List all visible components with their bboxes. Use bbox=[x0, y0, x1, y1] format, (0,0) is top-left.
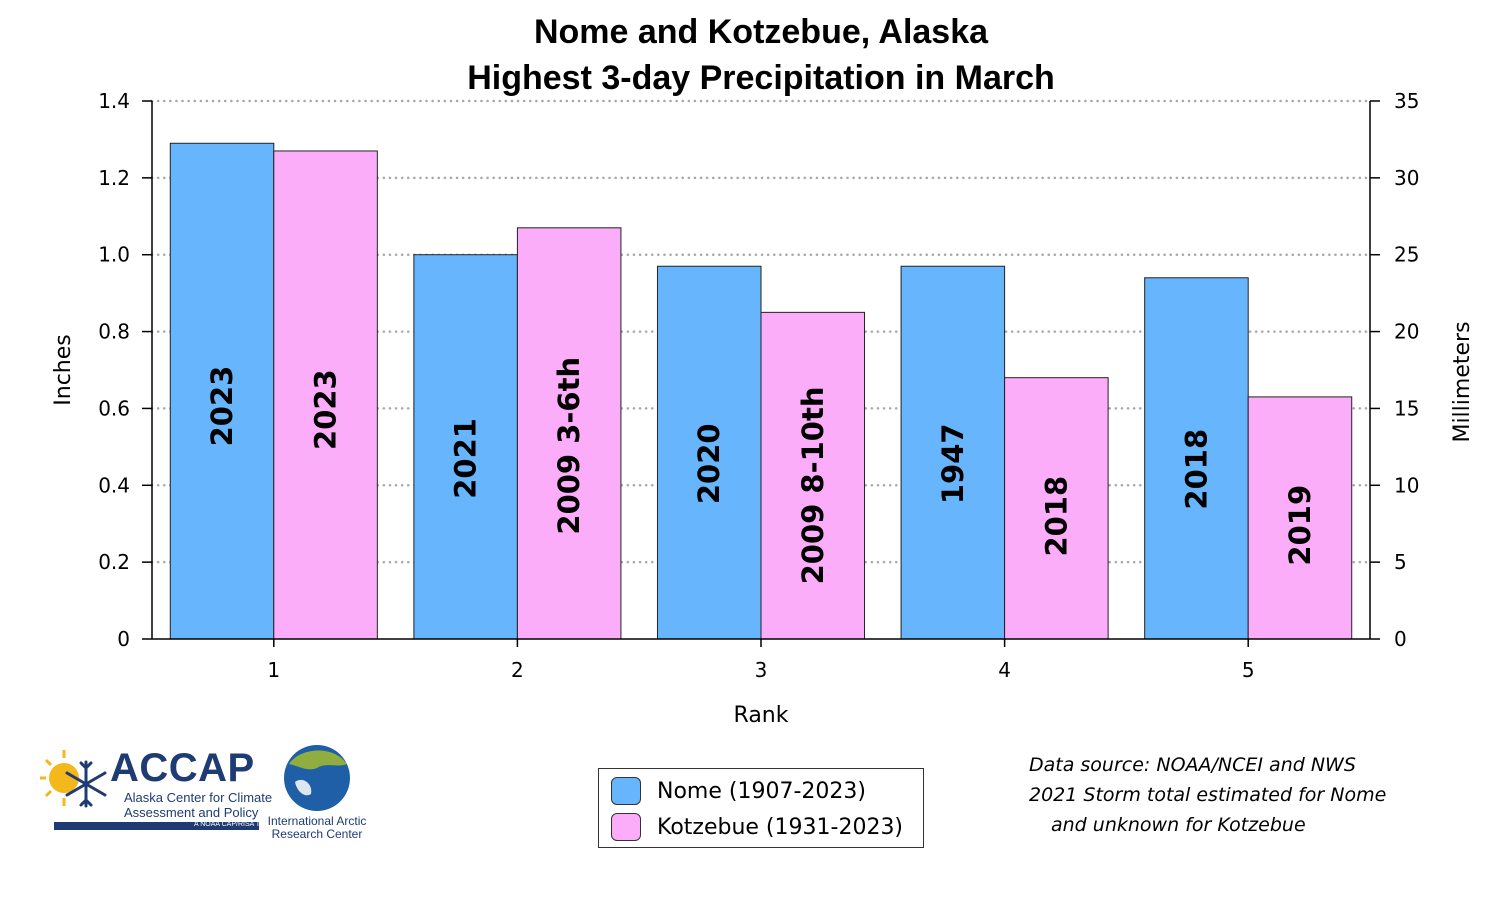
iarc-line-1: International Arctic bbox=[267, 814, 367, 828]
legend-swatch-kotzebue bbox=[611, 813, 641, 841]
y-tick-label-right: 25 bbox=[1394, 243, 1419, 267]
legend: Nome (1907-2023) Kotzebue (1931-2023) bbox=[598, 768, 924, 848]
chart-title-line-2: Highest 3-day Precipitation in March bbox=[467, 59, 1055, 97]
globe-icon bbox=[284, 745, 350, 811]
y-tick-label-left: 1.0 bbox=[98, 243, 130, 267]
y-axis-label-right: Millimeters bbox=[1450, 321, 1475, 442]
legend-item-nome: Nome (1907-2023) bbox=[611, 775, 866, 807]
y-tick-label-right: 20 bbox=[1394, 320, 1419, 344]
y-tick-label-right: 10 bbox=[1394, 473, 1419, 497]
bar-label-nome: 2020 bbox=[692, 423, 726, 504]
bar-nome bbox=[1144, 277, 1249, 640]
y-tick-label-right: 30 bbox=[1394, 166, 1419, 190]
sun-snowflake-icon bbox=[40, 750, 107, 808]
iarc-line-2: Research Center bbox=[271, 827, 363, 841]
bar-label-kotzebue: 2009 3-6th bbox=[552, 357, 586, 535]
accap-line-2: Assessment and Policy bbox=[124, 805, 259, 820]
x-tick-label: 5 bbox=[1242, 658, 1255, 682]
bar-labels: 2023 2023 2021 2009 3-6th 2020 2009 8-10th 194… bbox=[205, 357, 1317, 585]
tick-labels: 1 2 3 4 5 0 0.2 0.4 0.6 0.8 1.0 1.2 1.4 0 5 10 15 20 25 30 3… bbox=[98, 89, 1419, 682]
x-tick-label: 1 bbox=[267, 658, 280, 682]
y-tick-label-right: 0 bbox=[1394, 627, 1407, 651]
legend-label-kotzebue: Kotzebue (1931-2023) bbox=[657, 814, 904, 840]
bar-kotzebue bbox=[516, 227, 622, 640]
bar-kotzebue bbox=[760, 311, 866, 640]
bar-label-nome: 2023 bbox=[205, 366, 239, 447]
y-tick-label-right: 15 bbox=[1394, 396, 1419, 420]
y-tick-label-left: 1.4 bbox=[98, 89, 130, 113]
y-tick-label-left: 0.4 bbox=[98, 473, 130, 497]
storm-note-line-2: and unknown for Kotzebue bbox=[1051, 814, 1306, 836]
bar-label-nome: 2018 bbox=[1179, 429, 1213, 510]
bar-label-nome: 2021 bbox=[449, 418, 483, 499]
accap-logo: ACCAP Alaska Center for Climate Assessme… bbox=[38, 744, 273, 834]
accap-tagline: A NOAA CAP/RISA Team bbox=[194, 821, 273, 828]
y-tick-label-left: 0.8 bbox=[98, 320, 130, 344]
bar-label-kotzebue: 2018 bbox=[1039, 476, 1073, 557]
bar-label-kotzebue: 2019 bbox=[1283, 485, 1317, 566]
accap-line-1: Alaska Center for Climate bbox=[124, 790, 273, 805]
y-tick-label-left: 0.6 bbox=[98, 396, 130, 420]
legend-label-nome: Nome (1907-2023) bbox=[657, 778, 866, 804]
legend-item-kotzebue: Kotzebue (1931-2023) bbox=[611, 811, 903, 843]
iarc-logo: International Arctic Research Center bbox=[262, 742, 372, 842]
x-tick-label: 4 bbox=[998, 658, 1011, 682]
bars bbox=[169, 142, 1353, 640]
chart-title-line-1: Nome and Kotzebue, Alaska bbox=[534, 13, 989, 51]
bar-label-kotzebue: 2023 bbox=[309, 369, 343, 450]
x-tick-label: 2 bbox=[511, 658, 524, 682]
x-tick-label: 3 bbox=[755, 658, 768, 682]
storm-note-line-1: 2021 Storm total estimated for Nome bbox=[1029, 784, 1387, 806]
legend-swatch-nome bbox=[611, 777, 641, 805]
y-axis-label-left: Inches bbox=[51, 334, 76, 405]
bar-kotzebue bbox=[273, 150, 378, 640]
accap-wordmark: ACCAP bbox=[110, 746, 255, 790]
y-tick-label-right: 5 bbox=[1394, 550, 1407, 574]
bar-nome bbox=[413, 254, 518, 640]
y-tick-label-left: 0 bbox=[117, 627, 130, 651]
y-tick-label-left: 1.2 bbox=[98, 166, 130, 190]
axes bbox=[142, 100, 1380, 647]
bar-kotzebue bbox=[1247, 396, 1353, 640]
bar-nome bbox=[656, 265, 762, 640]
y-tick-label-right: 35 bbox=[1394, 89, 1419, 113]
data-source-note: Data source: NOAA/NCEI and NWS bbox=[1029, 754, 1356, 776]
accap-bar bbox=[54, 822, 259, 830]
bar-label-kotzebue: 2009 8-10th bbox=[796, 387, 830, 585]
bar-kotzebue bbox=[1004, 377, 1109, 640]
x-axis-label: Rank bbox=[734, 703, 789, 728]
y-tick-label-left: 0.2 bbox=[98, 550, 130, 574]
bar-label-nome: 1947 bbox=[936, 423, 970, 504]
